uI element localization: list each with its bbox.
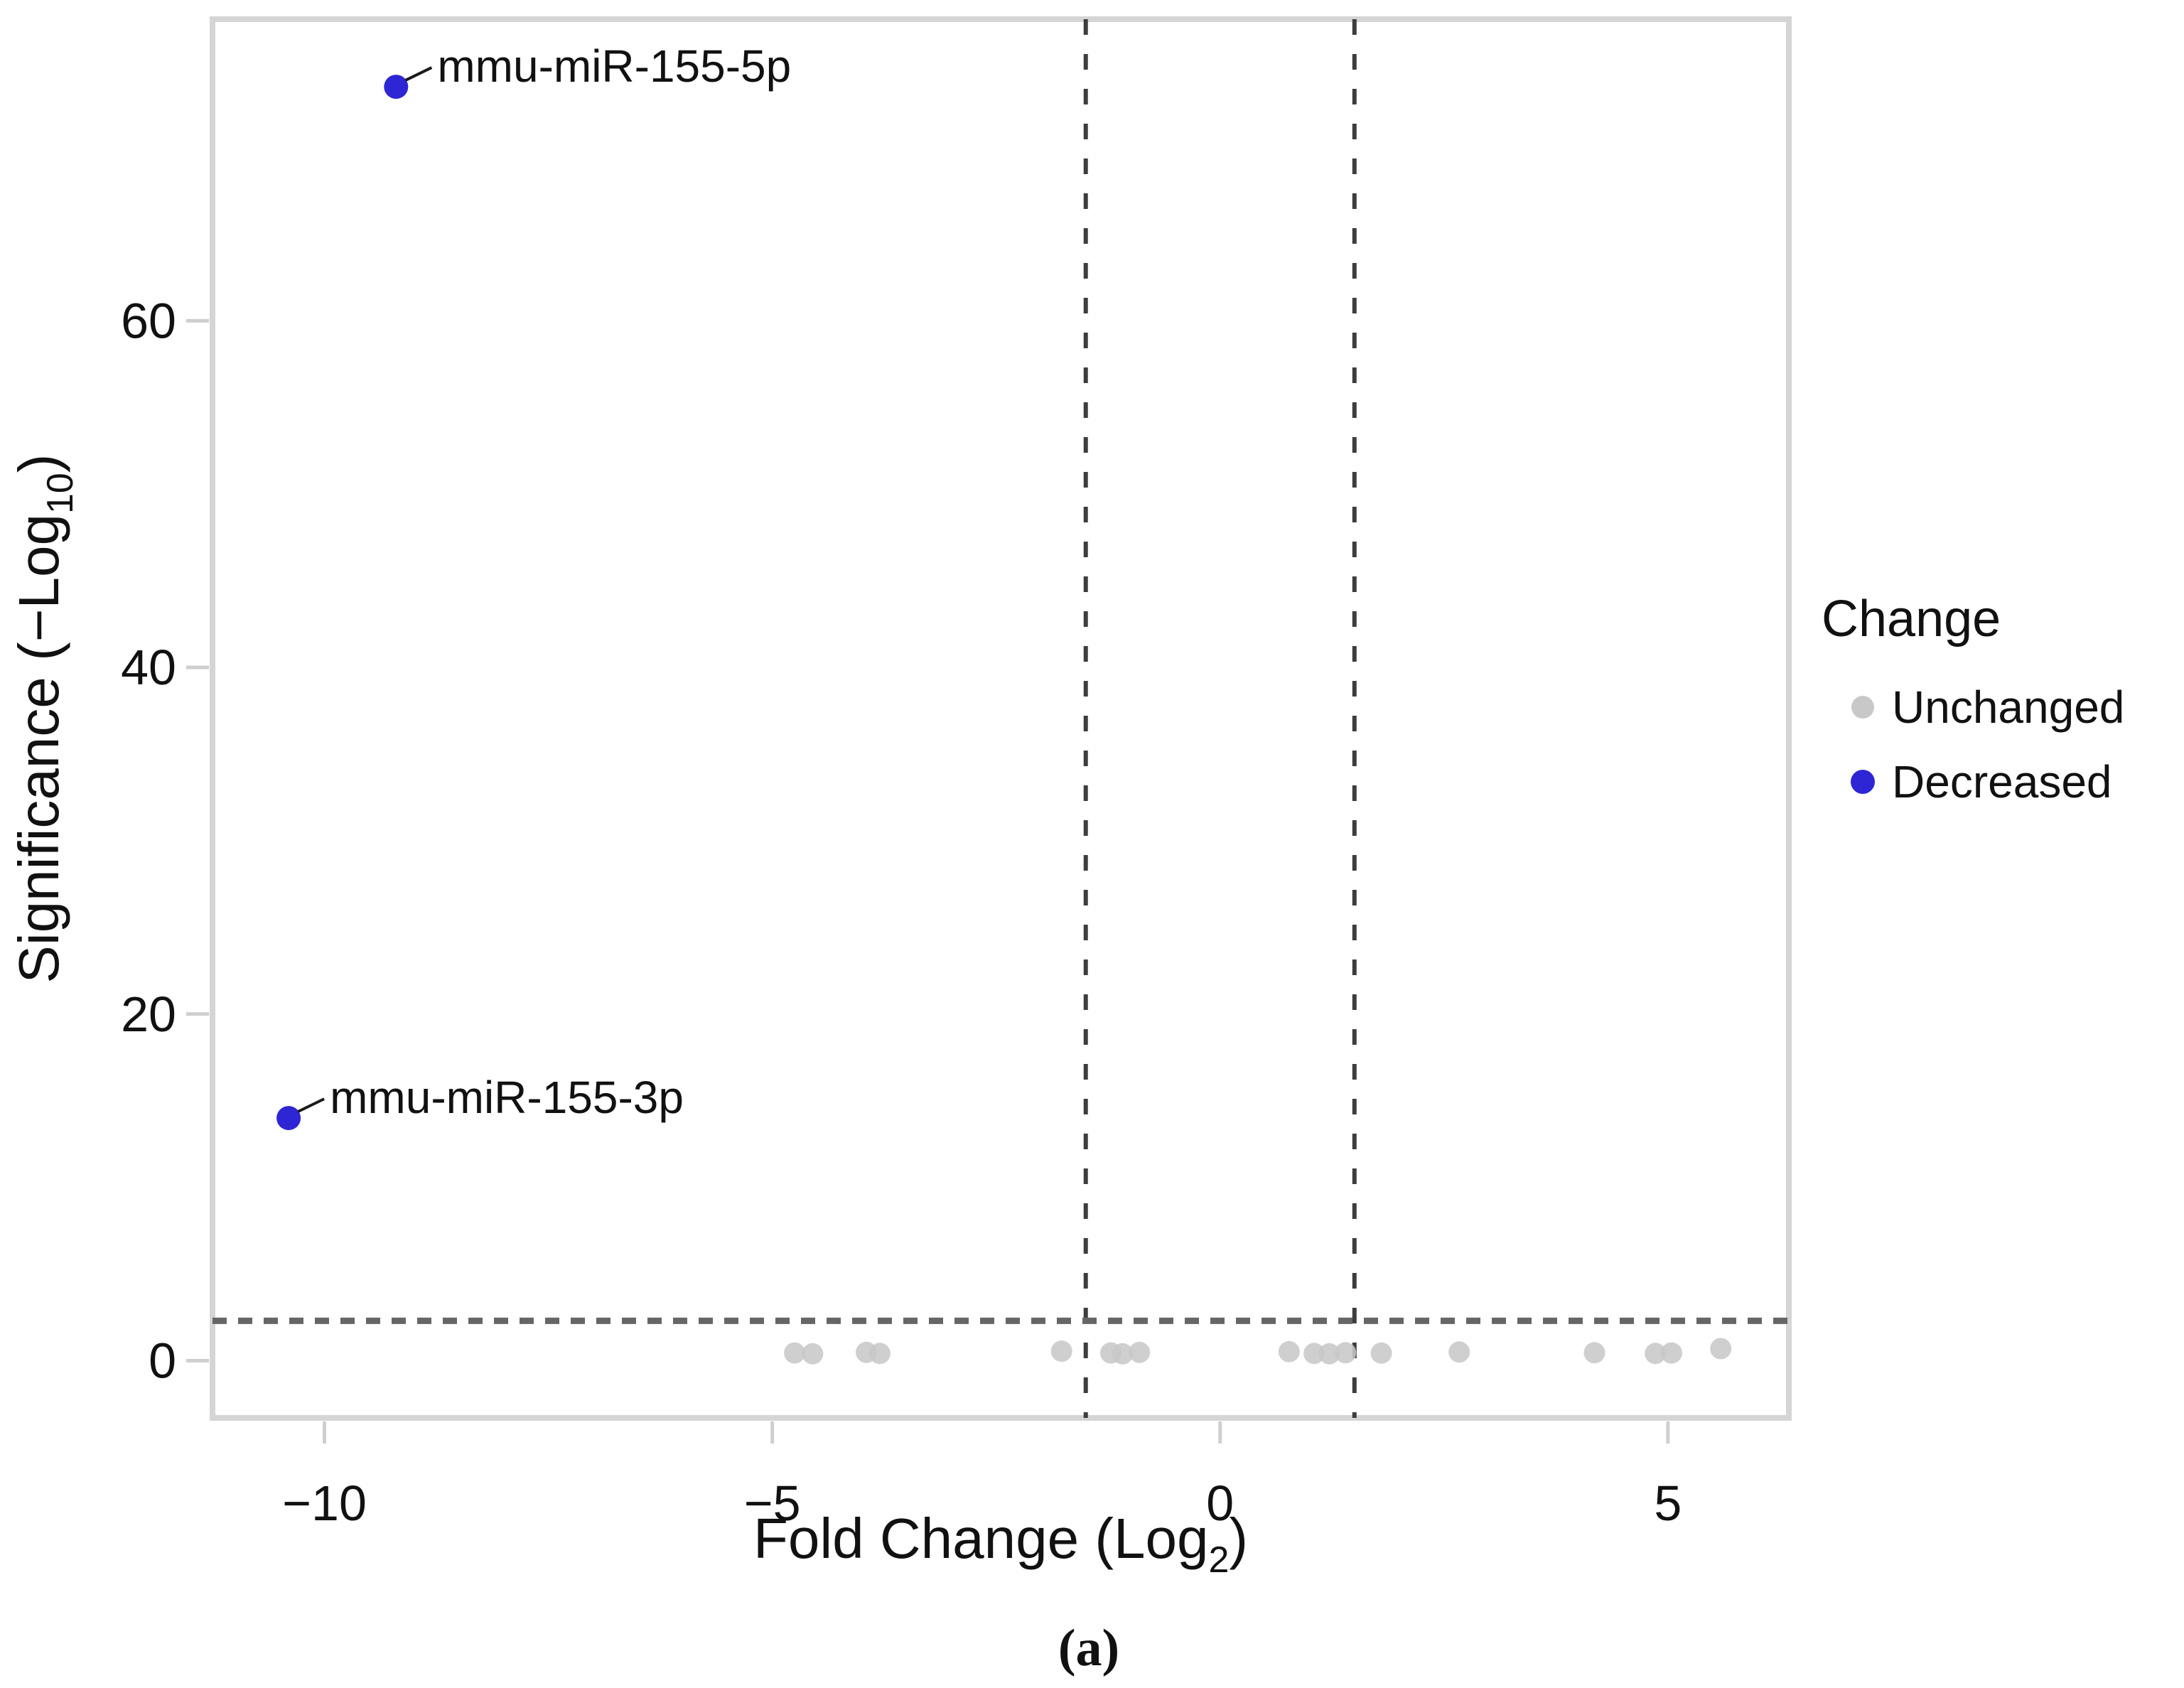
point-label: mmu-miR-155-5p — [437, 41, 791, 92]
data-point-unchanged — [1278, 1340, 1300, 1362]
y-axis-ticks: 0 20 40 60 — [121, 293, 209, 1389]
legend-swatch-unchanged-icon — [1851, 696, 1874, 719]
y-axis-title: Significance (−Log10) — [7, 454, 81, 984]
legend-label-decreased: Decreased — [1892, 756, 2112, 807]
data-point-unchanged — [1050, 1340, 1072, 1362]
data-point-unchanged — [1660, 1342, 1682, 1364]
x-tick-label: −10 — [282, 1475, 367, 1531]
plot-area — [210, 16, 1792, 1421]
data-point-unchanged — [868, 1343, 891, 1365]
data-point-unchanged — [1370, 1342, 1392, 1364]
point-label: mmu-miR-155-3p — [330, 1072, 684, 1123]
y-tick-label: 0 — [149, 1333, 176, 1389]
x-tick-label: 0 — [1206, 1475, 1234, 1531]
data-point-unchanged — [802, 1343, 824, 1365]
data-point-unchanged — [1710, 1338, 1732, 1360]
y-tick-label: 20 — [121, 987, 176, 1042]
legend-swatch-decreased-icon — [1851, 770, 1875, 794]
y-tick-label: 60 — [121, 293, 176, 348]
x-tick-label: 5 — [1654, 1475, 1682, 1531]
data-point-unchanged — [1129, 1341, 1151, 1363]
data-point-unchanged — [1335, 1342, 1357, 1364]
x-tick-label: −5 — [744, 1475, 801, 1531]
data-point-unchanged — [1318, 1343, 1340, 1365]
x-axis-title: Fold Change (Log2) — [753, 1507, 1248, 1581]
y-tick-label: 40 — [121, 640, 176, 695]
data-point-unchanged — [1112, 1343, 1134, 1365]
data-point-unchanged — [1448, 1341, 1470, 1363]
data-point-decreased — [276, 1106, 301, 1131]
legend-label-unchanged: Unchanged — [1892, 682, 2124, 733]
data-point-decreased — [384, 75, 409, 100]
data-point-unchanged — [1583, 1342, 1605, 1364]
legend: Change Unchanged Decreased — [1822, 591, 2124, 807]
data-point-unchanged — [784, 1342, 806, 1364]
data-point-unchanged — [1303, 1343, 1325, 1365]
figure-caption: (a) — [1058, 1619, 1119, 1677]
annotation-leader-line — [297, 1097, 325, 1113]
x-axis-ticks: −10 −5 0 5 — [282, 1421, 1682, 1531]
data-point-unchanged — [1645, 1343, 1667, 1365]
data-points — [276, 75, 1732, 1365]
annotation-leader-line — [404, 66, 433, 82]
legend-title: Change — [1822, 591, 2001, 647]
point-annotations: mmu-miR-155-5p mmu-miR-155-3p — [297, 41, 791, 1123]
